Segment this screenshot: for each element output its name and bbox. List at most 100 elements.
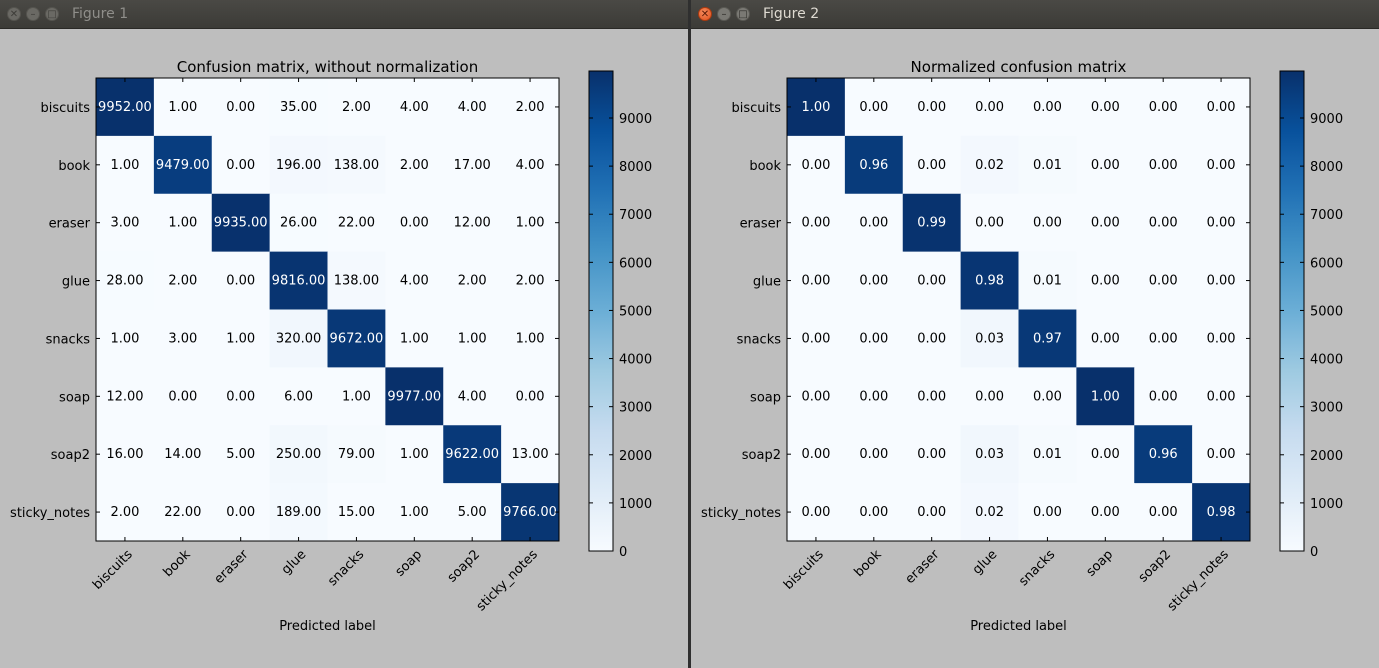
cell-value-label: 0.00 — [859, 100, 888, 115]
x-tick-label: biscuits — [781, 547, 827, 593]
figure-1-window: ✕ – □ Figure 1 9952.00 1.00 0.00 35.00 2.00 4… — [0, 0, 688, 668]
matrix-cell — [960, 251, 1019, 310]
colorbar-tick-label: 0 — [1310, 545, 1318, 560]
matrix-cell — [960, 309, 1019, 368]
close-icon[interactable]: ✕ — [698, 7, 712, 21]
x-tick-label: soap — [393, 547, 425, 579]
y-tick-label: soap — [59, 390, 90, 405]
cell-value-label: 0.00 — [1207, 274, 1236, 289]
matrix-cell — [269, 309, 328, 368]
colorbar-tick-label: 1000 — [619, 497, 652, 512]
matrix-cell — [443, 193, 502, 253]
matrix-cell — [902, 251, 962, 310]
cell-value-label: 9766.00 — [503, 505, 557, 520]
matrix-cell — [1018, 251, 1077, 310]
cell-value-label: 0.00 — [917, 158, 946, 173]
maximize-icon[interactable]: □ — [45, 7, 59, 21]
cell-value-label: 0.00 — [1091, 331, 1120, 346]
cell-value-label: 0.00 — [859, 447, 888, 462]
matrix-cell — [385, 135, 444, 195]
colorbar-tick-label: 4000 — [1310, 353, 1343, 368]
cell-value-label: 2.00 — [342, 100, 371, 115]
cell-value-label: 0.00 — [1149, 505, 1178, 520]
matrix-cell — [96, 193, 155, 253]
window-titlebar[interactable]: ✕ – □ Figure 2 — [691, 0, 1379, 29]
cell-value-label: 250.00 — [276, 447, 322, 462]
matrix-cell — [211, 309, 271, 368]
matrix-cell — [1192, 251, 1251, 310]
colorbar — [1279, 70, 1305, 552]
cell-value-label: 0.00 — [917, 274, 946, 289]
window-title: Figure 1 — [72, 6, 129, 22]
cell-value-label: 28.00 — [106, 274, 143, 289]
cell-value-label: 12.00 — [106, 389, 143, 404]
matrix-cell — [1192, 309, 1251, 368]
minimize-icon[interactable]: – — [717, 7, 731, 21]
matrix-cell — [269, 367, 328, 426]
matrix-cell — [443, 251, 502, 310]
plot-frame — [95, 77, 560, 542]
y-tick-label: book — [58, 159, 90, 174]
cell-value-label: 0.01 — [1033, 447, 1062, 462]
matrix-cell — [327, 193, 386, 253]
x-axis-label: Predicted label — [279, 619, 376, 634]
colorbar-tick-label: 9000 — [1310, 112, 1343, 127]
matrix-cell — [501, 309, 560, 368]
cell-value-label: 12.00 — [454, 216, 491, 231]
cell-value-label: 0.00 — [1207, 331, 1236, 346]
cell-value-label: 0.00 — [1091, 216, 1120, 231]
confusion-matrix-chart: 9952.00 1.00 0.00 35.00 2.00 4.00 4.00 2.00 1.00… — [10, 58, 652, 634]
cell-value-label: 0.00 — [859, 331, 888, 346]
matrix-cell — [1076, 483, 1135, 542]
matrix-cell — [902, 135, 962, 195]
matrix-cell — [844, 78, 904, 137]
window-gap — [688, 0, 691, 668]
cell-value-label: 0.00 — [975, 389, 1004, 404]
cell-value-label: 1.00 — [516, 331, 545, 346]
cell-value-label: 0.00 — [1091, 447, 1120, 462]
cell-value-label: 0.96 — [1149, 447, 1178, 462]
y-tick-label: soap — [750, 390, 781, 405]
cell-value-label: 0.96 — [859, 158, 888, 173]
matrix-cell — [327, 425, 386, 484]
colorbar-tick-label: 2000 — [619, 449, 652, 464]
colorbar-tick-label: 6000 — [1310, 256, 1343, 271]
matrix-cell — [96, 78, 155, 137]
matrix-cell — [327, 251, 386, 310]
matrix-cell — [1134, 135, 1193, 195]
cell-value-label: 9952.00 — [98, 100, 152, 115]
cell-value-label: 14.00 — [164, 447, 201, 462]
cell-value-label: 0.00 — [516, 389, 545, 404]
x-tick-label: sticky_notes — [1165, 547, 1232, 614]
cell-value-label: 6.00 — [284, 389, 313, 404]
matrix-cell — [1076, 193, 1135, 253]
matrix-cell — [1192, 78, 1251, 137]
cell-value-label: 22.00 — [164, 505, 201, 520]
y-tick-label: glue — [753, 275, 781, 290]
matrix-cell — [501, 135, 560, 195]
cell-value-label: 9977.00 — [387, 389, 441, 404]
matrix-cell — [787, 367, 846, 426]
matrix-cell — [327, 78, 386, 137]
cell-value-label: 0.01 — [1033, 158, 1062, 173]
window-titlebar[interactable]: ✕ – □ Figure 1 — [0, 0, 688, 29]
cell-value-label: 0.00 — [917, 447, 946, 462]
cell-value-label: 1.00 — [516, 216, 545, 231]
x-tick-label: soap — [1084, 547, 1116, 579]
matrix-cell — [211, 135, 271, 195]
cell-value-label: 0.00 — [1207, 158, 1236, 173]
cell-value-label: 1.00 — [226, 331, 255, 346]
matrix-cell — [1018, 135, 1077, 195]
matrix-cell — [96, 251, 155, 310]
matrix-cell — [844, 367, 904, 426]
cell-value-label: 1.00 — [110, 158, 139, 173]
minimize-icon[interactable]: – — [26, 7, 40, 21]
cell-value-label: 13.00 — [511, 447, 548, 462]
cell-value-label: 0.00 — [400, 216, 429, 231]
cell-value-label: 0.00 — [1091, 100, 1120, 115]
matrix-cell — [211, 193, 271, 253]
window-title: Figure 2 — [763, 6, 820, 22]
close-icon[interactable]: ✕ — [7, 7, 21, 21]
maximize-icon[interactable]: □ — [736, 7, 750, 21]
matrix-cell — [1076, 425, 1135, 484]
